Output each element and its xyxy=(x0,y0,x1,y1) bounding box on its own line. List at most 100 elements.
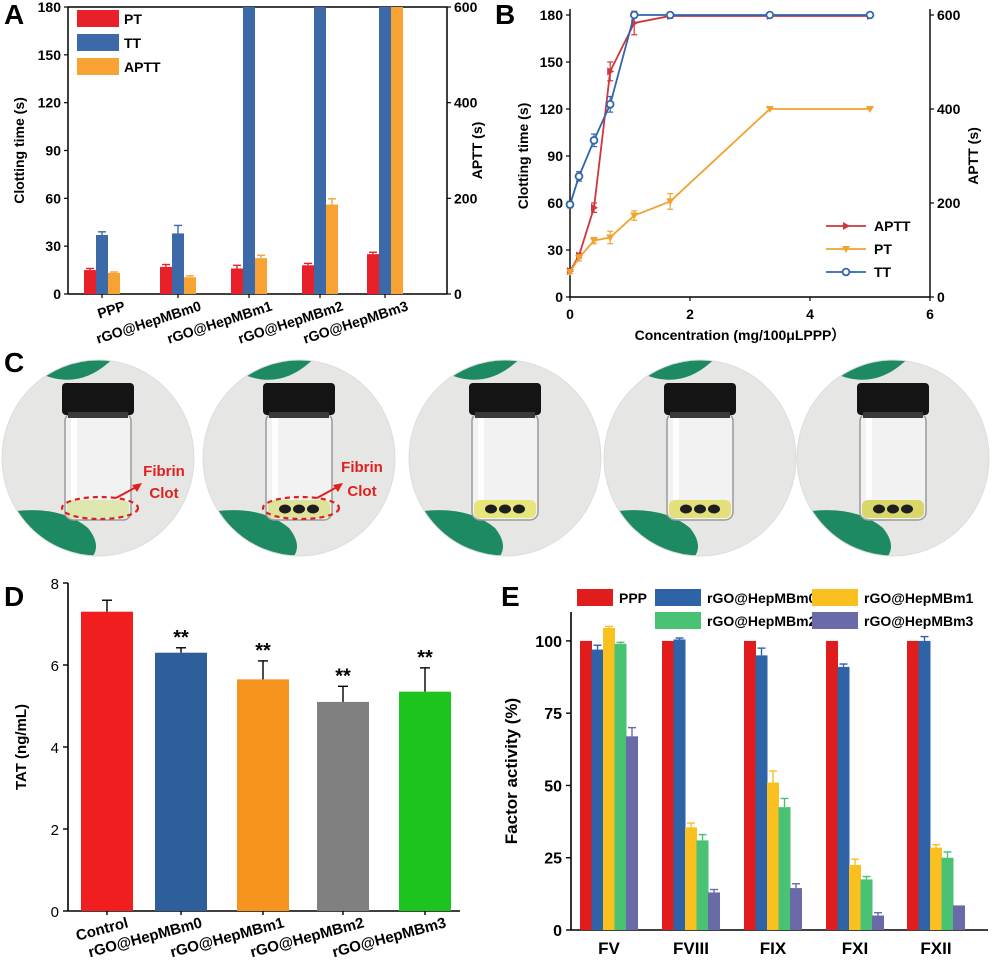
legend-swatch-aptt xyxy=(77,58,119,75)
photo-content xyxy=(203,360,395,556)
bar-aptt xyxy=(184,277,196,294)
vial-cap xyxy=(469,383,541,415)
bar-series-2 xyxy=(767,782,779,930)
vial-neck xyxy=(863,412,923,418)
data-point-pt xyxy=(606,234,615,242)
legend-label: PT xyxy=(874,241,892,257)
x-tick-label: FXI xyxy=(842,939,868,958)
vial-photo-m0 xyxy=(202,359,396,557)
x-tick-label: FXII xyxy=(920,939,951,958)
y-tick-label: 25 xyxy=(544,851,562,868)
bar-series-2 xyxy=(849,864,861,930)
bar xyxy=(399,691,451,911)
x-tick-label: FVIII xyxy=(673,939,709,958)
fibrin-label: Fibrin xyxy=(143,463,185,480)
panel-label-a: A xyxy=(4,0,24,30)
bar-tt xyxy=(96,235,108,294)
bar-series-0 xyxy=(907,640,919,930)
data-point-pt xyxy=(666,198,675,206)
vial-neck xyxy=(68,412,128,418)
y2-tick-label: 0 xyxy=(454,286,462,302)
x-tick-label: FIX xyxy=(760,939,787,958)
vial-neck xyxy=(475,412,535,418)
series-line-tt xyxy=(569,14,870,205)
bar-series-0 xyxy=(744,640,756,930)
significance-marker: ** xyxy=(417,647,433,669)
vial-liquid xyxy=(67,500,129,518)
y-tick-label: 120 xyxy=(540,101,564,117)
bar xyxy=(81,611,133,911)
bar-series-4 xyxy=(953,905,965,930)
bar-series-2 xyxy=(930,847,942,930)
graphene-ball xyxy=(279,504,291,514)
clot-highlight xyxy=(60,495,140,521)
legend-swatch-2 xyxy=(812,589,858,606)
photo-border xyxy=(408,359,602,557)
legend-swatch-pt xyxy=(77,10,119,27)
panel-label-e: E xyxy=(501,581,520,612)
bar-series-3 xyxy=(696,840,709,930)
legend-label: rGO@HepMBm1 xyxy=(864,590,974,606)
graphene-ball xyxy=(887,504,899,514)
photo-border xyxy=(1,359,195,557)
bar-pt xyxy=(367,254,379,294)
bar-series-1 xyxy=(673,639,686,930)
bar-series-0 xyxy=(662,640,674,930)
significance-marker: ** xyxy=(255,640,271,662)
bar-tt xyxy=(314,7,326,294)
graphene-ball xyxy=(694,504,706,514)
y2-tick-label: 200 xyxy=(454,190,478,206)
vial-highlight xyxy=(866,417,872,504)
vial-cap xyxy=(263,383,335,415)
chart-b: B 0 30 60 90 120 150 180 0 200 400 600 0 2 4 6 Concentra… xyxy=(495,0,981,343)
y2-tick-label: 0 xyxy=(937,289,945,305)
bar-series-4 xyxy=(708,892,720,930)
photo-border xyxy=(796,359,990,557)
y-tick-label: 100 xyxy=(535,634,562,651)
bar-series-4 xyxy=(872,915,884,930)
data-point-pt xyxy=(590,237,598,245)
legend-swatch-tt xyxy=(77,34,119,51)
bar-series-1 xyxy=(837,666,850,930)
photo-panel-c: C Fibrin Clot Fibrin Clot xyxy=(1,347,990,557)
y2-axis-title: APTT (s) xyxy=(965,127,981,185)
legend-label: APTT xyxy=(124,59,161,75)
data-point-tt xyxy=(765,10,775,20)
bar-pt xyxy=(84,270,96,294)
bar xyxy=(155,652,207,911)
bar-series-2 xyxy=(603,627,615,930)
y-tick-label: 180 xyxy=(540,7,564,23)
data-point-aptt xyxy=(591,203,598,212)
graphene-ball xyxy=(680,504,692,514)
data-point-aptt xyxy=(607,67,615,76)
legend-label: TT xyxy=(874,264,892,280)
bar-series-3 xyxy=(778,807,791,930)
y-tick-label: 30 xyxy=(547,242,563,258)
y-tick-label: 30 xyxy=(45,238,61,254)
legend-marker-pt xyxy=(842,246,850,253)
data-point-pt xyxy=(866,106,874,113)
x-tick-label: 6 xyxy=(926,306,934,322)
y2-tick-label: 600 xyxy=(937,7,961,23)
legend-label: PPP xyxy=(619,590,647,606)
data-point-pt xyxy=(575,254,583,262)
bar-aptt xyxy=(326,204,338,294)
y-tick-label: 90 xyxy=(547,148,563,164)
bar-series-0 xyxy=(826,640,838,930)
data-point-tt xyxy=(605,100,615,109)
legend-swatch-0 xyxy=(577,589,613,606)
y-tick-label: 6 xyxy=(51,658,59,675)
bar-pt xyxy=(160,266,172,294)
bar-series-1 xyxy=(755,655,768,930)
y-tick-label: 0 xyxy=(555,289,563,305)
x-tick-label: 2 xyxy=(686,306,694,322)
y-tick-label: 50 xyxy=(544,778,562,795)
vial-photo-m1 xyxy=(408,359,602,557)
y2-tick-label: 600 xyxy=(454,0,478,15)
data-point-tt xyxy=(589,136,599,145)
vial-highlight xyxy=(272,417,278,504)
y-axis-title: Clotting time (s) xyxy=(515,103,531,210)
